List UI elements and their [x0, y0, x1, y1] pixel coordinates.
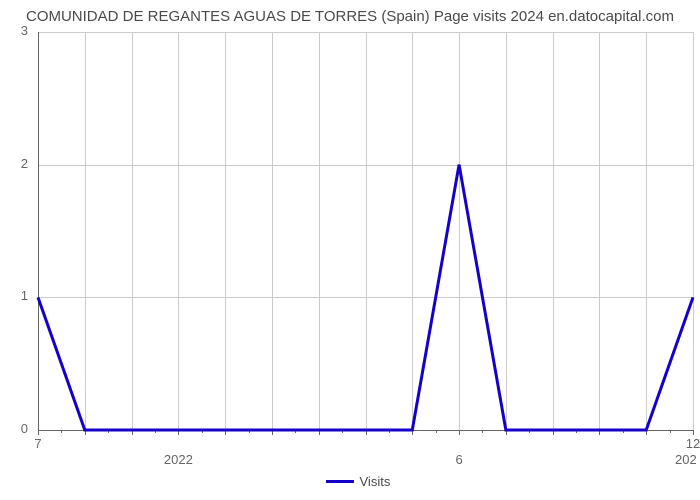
series-line [0, 0, 700, 500]
chart-container: COMUNIDAD DE REGANTES AGUAS DE TORRES (S… [0, 0, 700, 500]
